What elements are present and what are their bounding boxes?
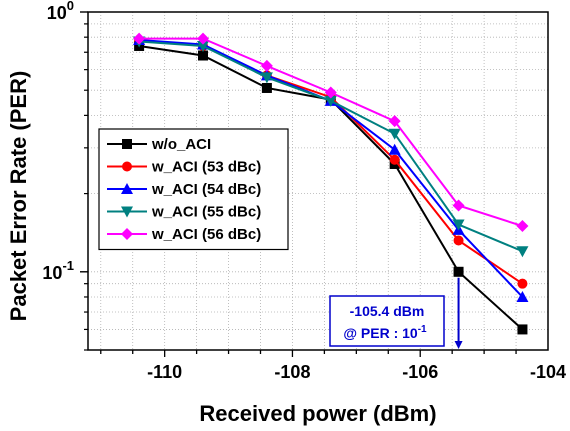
y-tick-label: 10-1: [42, 258, 74, 283]
data-point: [517, 324, 528, 335]
legend: w/o_ACI w_ACI (53 dBc) w_ACI (54 dBc) w_ACI…: [98, 128, 289, 251]
data-point: [197, 32, 209, 45]
data-point: [260, 59, 273, 72]
data-point: [516, 290, 529, 302]
data-point: [388, 143, 401, 155]
x-tick-label: -104: [530, 362, 566, 382]
annotation-line-1: -105.4 dBm: [350, 303, 425, 319]
data-point: [260, 72, 273, 84]
series-group: [133, 32, 529, 335]
legend-swatch-marker: [121, 228, 133, 240]
legend-swatch-marker: [121, 206, 133, 218]
data-point: [197, 40, 209, 52]
legend-label: w_ACI (53 dBc): [151, 159, 261, 176]
annotation: -105.4 dBm @ PER : 10-1: [329, 277, 463, 349]
data-point: [388, 115, 401, 128]
data-point: [324, 86, 337, 99]
plot-frame: [87, 11, 549, 351]
series-5: [133, 32, 529, 233]
x-axis-title: Received power (dBm): [199, 401, 436, 426]
legend-swatch-marker: [121, 183, 133, 194]
legend-label: w_ACI (54 dBc): [151, 181, 261, 198]
legend-label: w_ACI (56 dBc): [151, 226, 261, 243]
legend-swatch-marker: [122, 139, 132, 149]
data-point: [261, 82, 272, 93]
data-point: [324, 95, 337, 107]
annotation-line-2: @ PER : 10-1: [343, 324, 427, 341]
data-point: [517, 278, 528, 289]
y-tick-label: 100: [47, 0, 74, 23]
legend-swatch-marker: [122, 161, 132, 172]
data-point: [452, 199, 465, 212]
x-tick-label: -108: [274, 362, 310, 382]
y-axis-title: Packet Error Rate (PER): [6, 71, 31, 322]
data-point: [388, 128, 401, 140]
data-point: [452, 219, 465, 231]
annotation-arrow-head: [454, 341, 463, 349]
axis-ticks: -110 -108 -106 -104 100 10-1: [42, 0, 566, 382]
x-tick-label: -110: [147, 362, 182, 382]
data-point: [453, 235, 464, 246]
data-point: [198, 50, 208, 61]
data-point: [516, 220, 529, 233]
legend-label: w/o_ACI: [151, 136, 211, 153]
data-point: [389, 154, 400, 165]
x-tick-label: -106: [402, 362, 438, 382]
annotation-box: [329, 295, 445, 347]
legend-label: w_ACI (55 dBc): [151, 204, 261, 221]
data-point: [516, 246, 529, 258]
data-point: [453, 266, 464, 277]
data-point: [133, 32, 146, 45]
